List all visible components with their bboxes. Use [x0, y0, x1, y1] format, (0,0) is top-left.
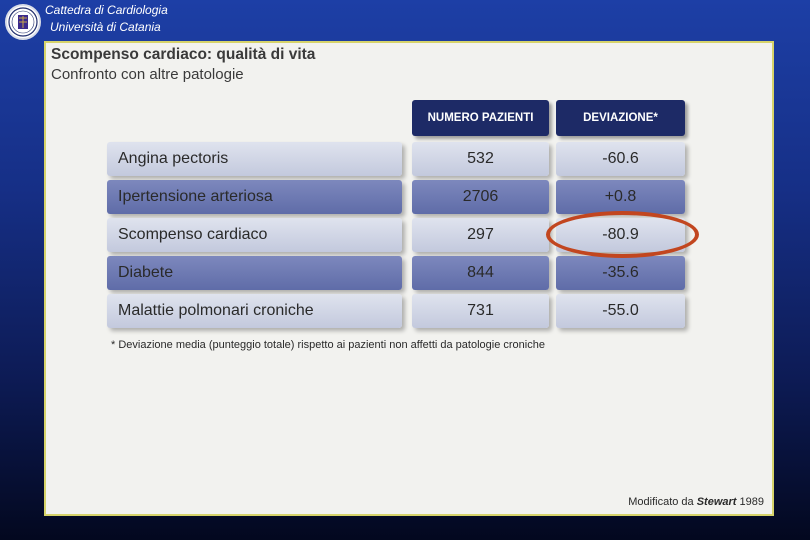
row-patients: 297 [412, 218, 549, 252]
row-label: Ipertensione arteriosa [107, 180, 402, 214]
row-label: Malattie polmonari croniche [107, 294, 402, 328]
university-seal-icon [5, 4, 41, 40]
row-label: Scompenso cardiaco [107, 218, 402, 252]
table-row: Ipertensione arteriosa 2706 +0.8 [107, 180, 687, 214]
table-row: Angina pectoris 532 -60.6 [107, 142, 687, 176]
row-patients: 2706 [412, 180, 549, 214]
slide-title: Scompenso cardiaco: qualità di vita [51, 46, 316, 63]
row-patients: 731 [412, 294, 549, 328]
row-patients: 844 [412, 256, 549, 290]
row-deviation: -60.6 [556, 142, 685, 176]
slide-panel: Scompenso cardiaco: qualità di vita Conf… [44, 41, 774, 516]
highlight-oval [546, 211, 699, 258]
source-year: 1989 [736, 496, 764, 508]
column-header-patients: NUMERO PAZIENTI [412, 100, 549, 136]
source-author: Stewart [696, 496, 737, 508]
row-patients: 532 [412, 142, 549, 176]
row-deviation: -35.6 [556, 256, 685, 290]
source-prefix: Modificato da [628, 496, 697, 508]
header-department: Cattedra di Cardiologia [45, 3, 168, 17]
source-citation: Modificato da Stewart 1989 [628, 496, 764, 508]
table-row: Malattie polmonari croniche 731 -55.0 [107, 294, 687, 328]
header-university: Università di Catania [50, 20, 161, 34]
column-header-deviation: DEVIAZIONE* [556, 100, 685, 136]
footnote: * Deviazione media (punteggio totale) ri… [111, 339, 545, 351]
row-label: Angina pectoris [107, 142, 402, 176]
slide-subtitle: Confronto con altre patologie [51, 66, 244, 83]
row-deviation: -55.0 [556, 294, 685, 328]
row-deviation: +0.8 [556, 180, 685, 214]
row-label: Diabete [107, 256, 402, 290]
table-row: Diabete 844 -35.6 [107, 256, 687, 290]
